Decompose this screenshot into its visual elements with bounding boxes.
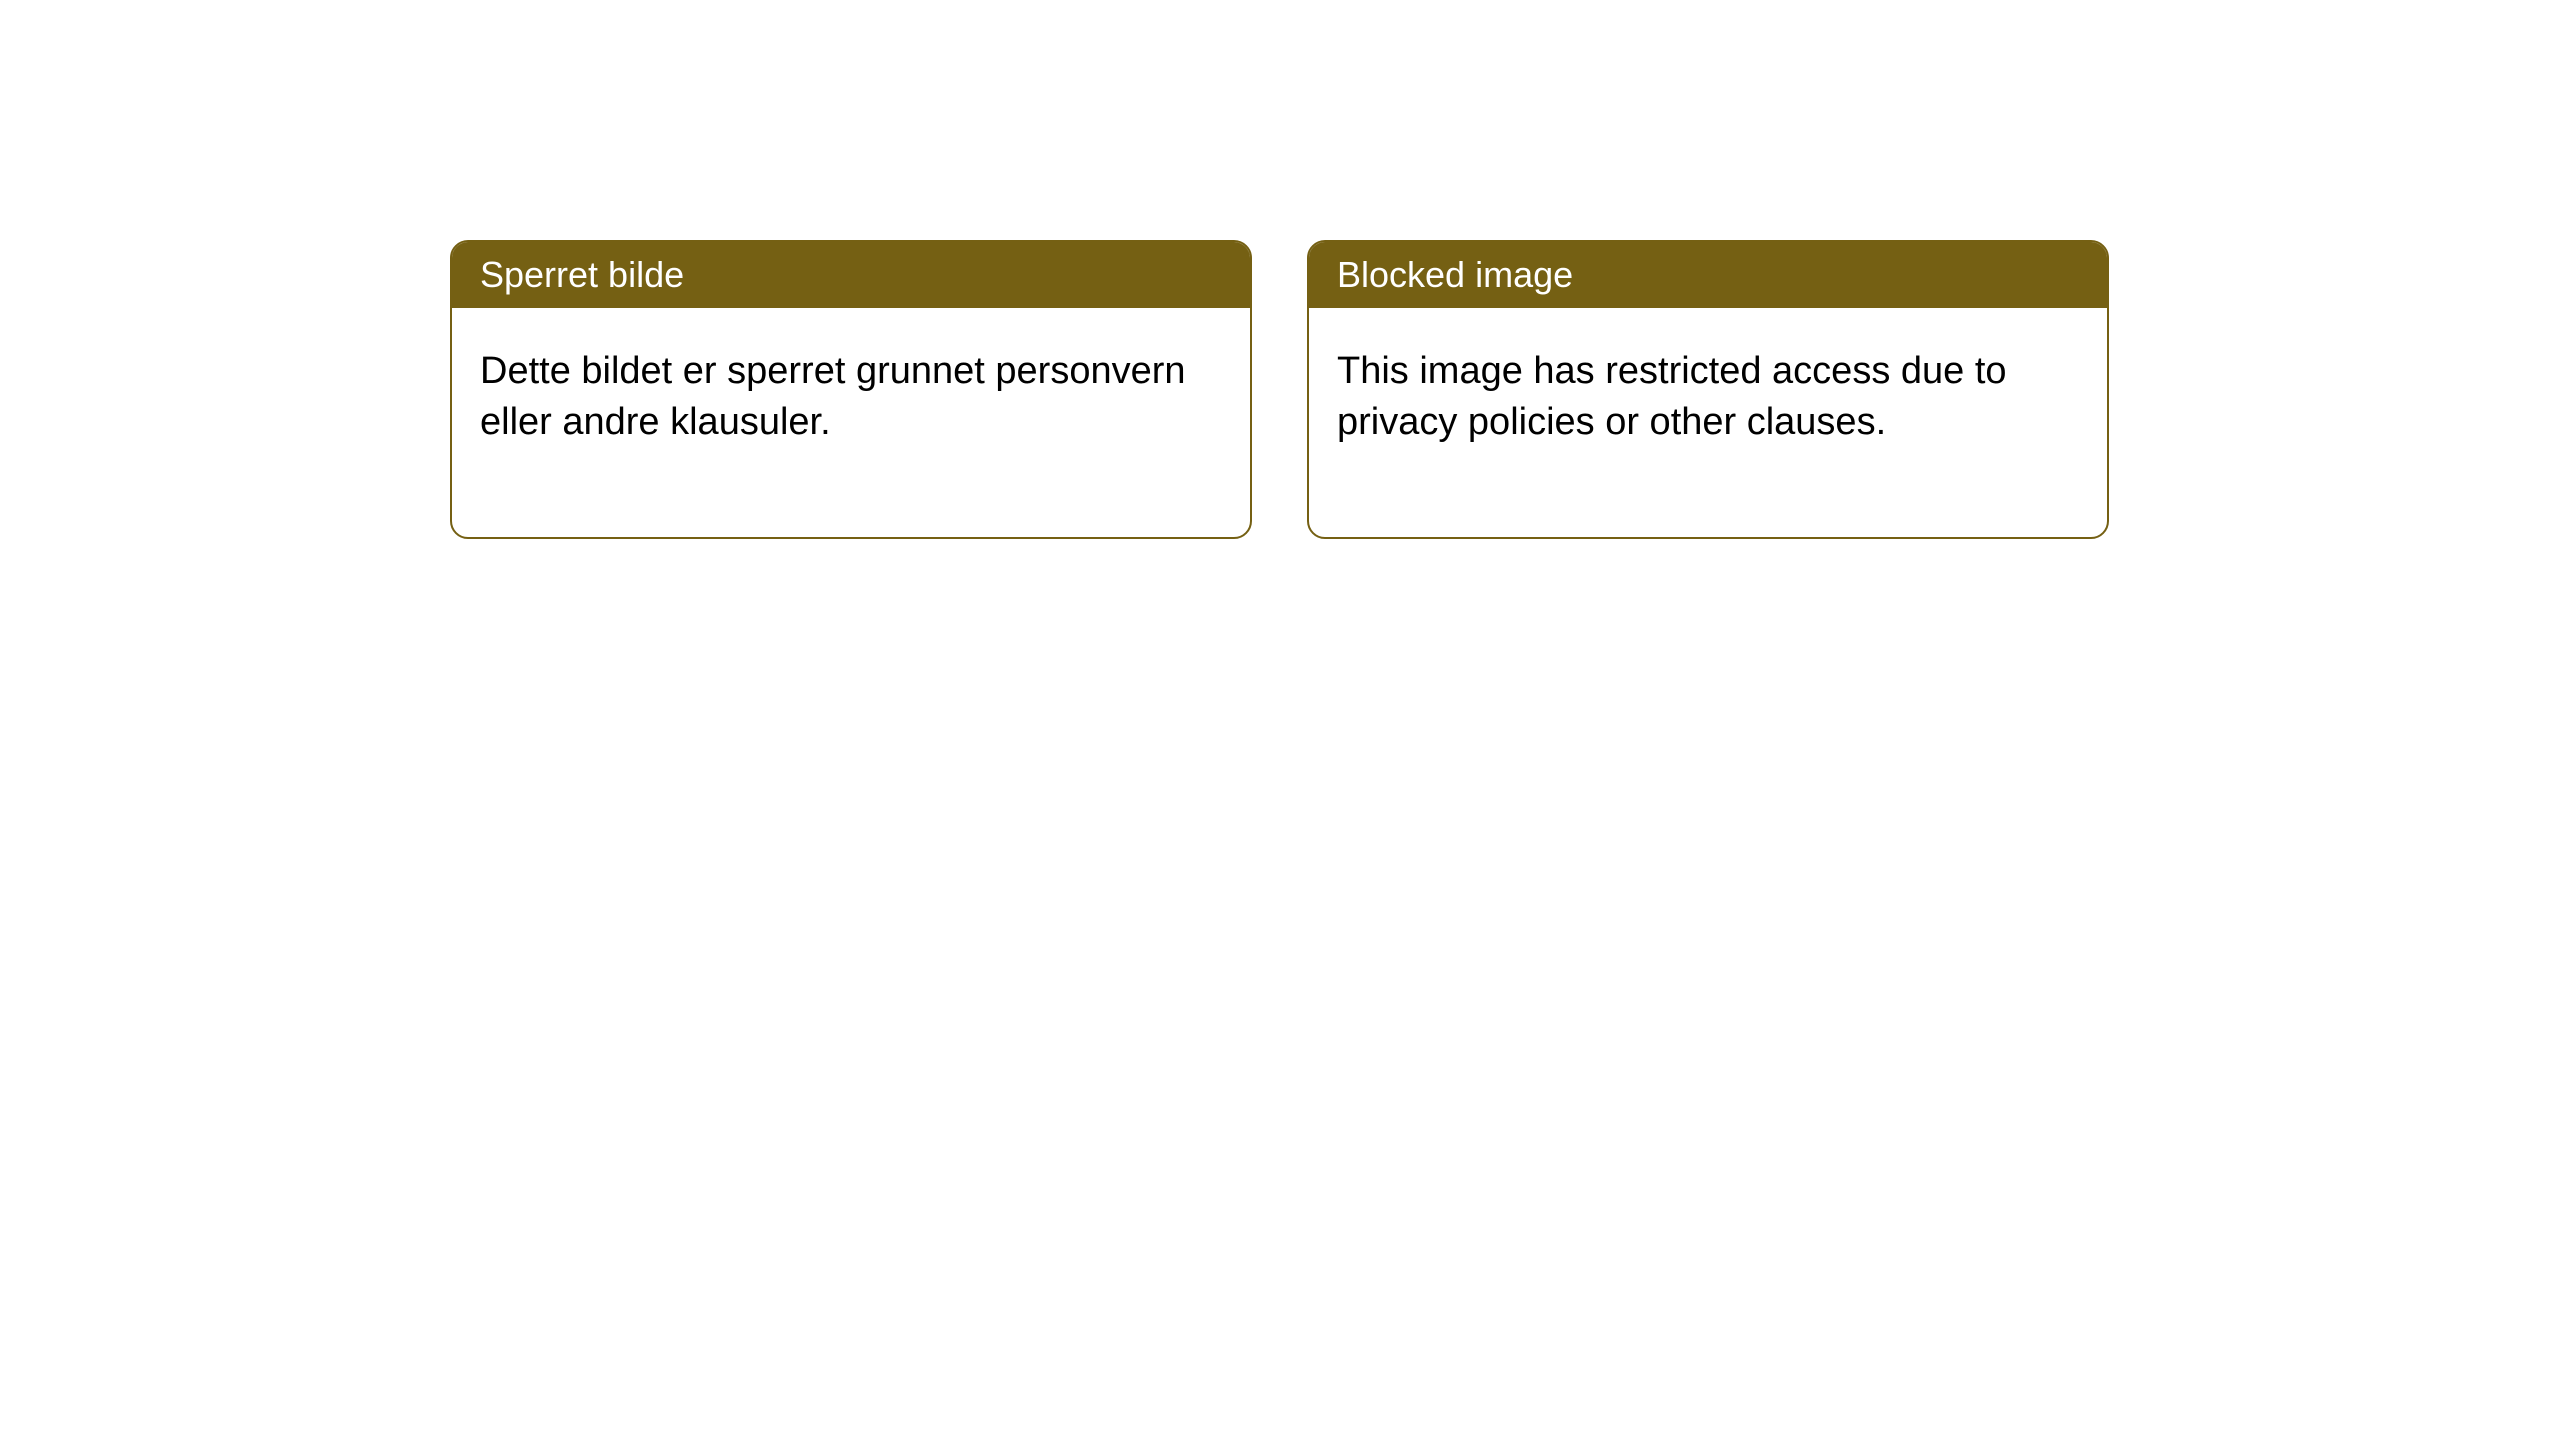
card-title-en: Blocked image [1337, 254, 1573, 295]
card-body-text-no: Dette bildet er sperret grunnet personve… [480, 350, 1186, 443]
blocked-image-card-no: Sperret bilde Dette bildet er sperret gr… [450, 240, 1252, 539]
card-title-no: Sperret bilde [480, 254, 684, 295]
card-body-no: Dette bildet er sperret grunnet personve… [452, 308, 1250, 537]
card-body-text-en: This image has restricted access due to … [1337, 350, 2007, 443]
card-header-en: Blocked image [1309, 242, 2107, 308]
blocked-image-card-en: Blocked image This image has restricted … [1307, 240, 2109, 539]
card-header-no: Sperret bilde [452, 242, 1250, 308]
card-body-en: This image has restricted access due to … [1309, 308, 2107, 537]
blocked-image-cards: Sperret bilde Dette bildet er sperret gr… [450, 240, 2109, 539]
